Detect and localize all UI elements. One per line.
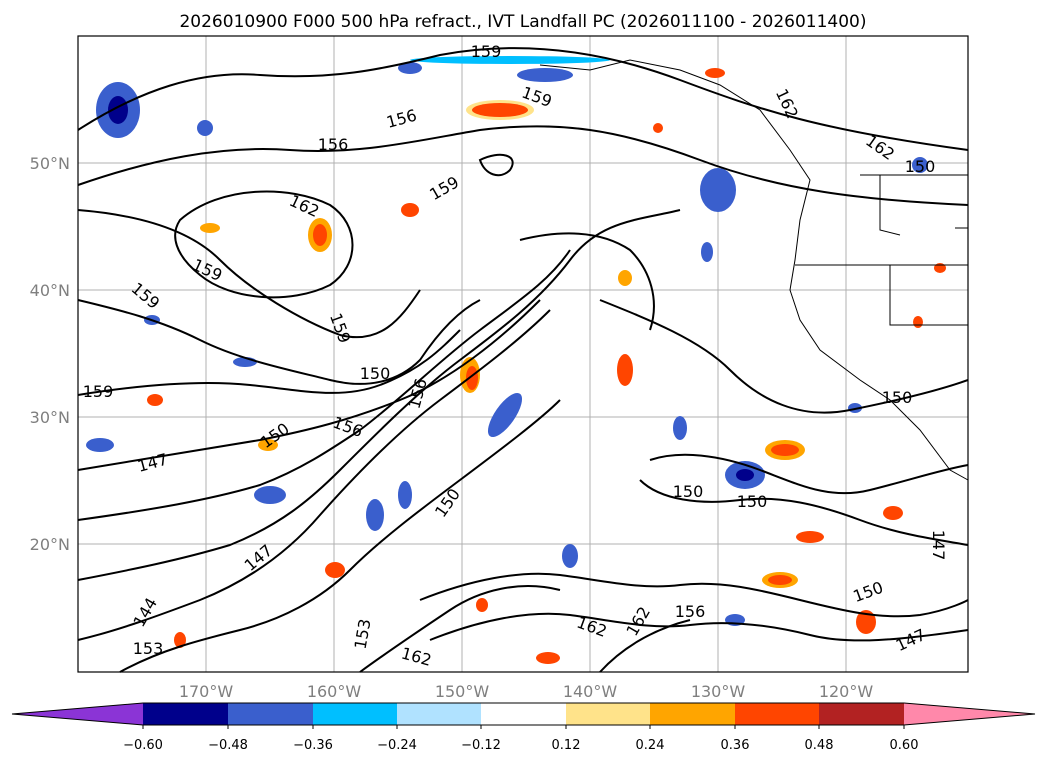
pos-anomaly-blob [856, 610, 876, 634]
latitude-labels: 50°N 40°N 30°N 20°N [30, 154, 70, 554]
pos-anomaly-blob [768, 575, 792, 585]
contour-label: 159 [83, 382, 114, 401]
pos-anomaly-blob [883, 506, 903, 520]
pos-anomaly-blob [325, 562, 345, 578]
pos-anomaly-blob [618, 270, 632, 286]
pos-anomaly-blob [653, 123, 663, 133]
contour-label: 150 [905, 157, 936, 176]
lon-label: 160°W [307, 682, 362, 701]
lon-label: 120°W [819, 682, 874, 701]
neg-anomaly-blob [254, 486, 286, 504]
contour-label: 150 [673, 482, 704, 501]
contour-label: 150 [882, 388, 913, 407]
map-panel: 159 159 156 156 159 162 162 162 159 159 … [77, 35, 969, 673]
lon-label: 170°W [179, 682, 234, 701]
pos-anomaly-blob [771, 444, 799, 456]
neg-anomaly-blob [517, 68, 573, 82]
pos-anomaly-blob [472, 103, 528, 117]
lat-label: 40°N [30, 281, 70, 300]
neg-anomaly-blob [562, 544, 578, 568]
neg-anomaly-blob [912, 157, 928, 173]
pos-anomaly-blob [258, 439, 278, 451]
lat-label: 50°N [30, 154, 70, 173]
pos-anomaly-blob [401, 203, 419, 217]
colorbar-tick-label: −0.12 [461, 738, 501, 753]
colorbar-tick-label: 0.60 [890, 738, 919, 753]
colorbar-extend-high [904, 703, 1035, 725]
neg-anomaly-blob [736, 469, 754, 481]
lat-label: 30°N [30, 408, 70, 427]
colorbar-tick-label: 0.48 [805, 738, 834, 753]
pos-anomaly-blob [536, 652, 560, 664]
coastlines [539, 59, 969, 481]
graticule [78, 36, 968, 672]
pos-anomaly-blob [796, 531, 824, 543]
neg-anomaly-blob [398, 62, 422, 74]
colorbar-segment [397, 703, 481, 725]
map-frame [77, 35, 969, 673]
lat-label: 20°N [30, 535, 70, 554]
neg-anomaly-blob [701, 242, 713, 262]
colorbar-tick-label: −0.60 [123, 738, 163, 753]
colorbar-segment [735, 703, 819, 725]
neg-anomaly-blob [487, 392, 523, 438]
contour-label: 156 [318, 135, 349, 154]
lon-label: 130°W [691, 682, 746, 701]
colorbar: −0.60 −0.48 −0.36 −0.24 −0.12 0.12 0.24 … [11, 702, 1036, 753]
pos-anomaly-blob [617, 354, 633, 386]
neg-anomaly-blob [197, 120, 213, 136]
neg-anomaly-blob [366, 499, 384, 531]
contour-lines [77, 47, 969, 673]
colorbar-segment [819, 703, 904, 725]
neg-anomaly-blob [700, 168, 736, 212]
colorbar-tick-label: 0.12 [552, 738, 581, 753]
colorbar-segment [313, 703, 397, 725]
colorbar-segment [481, 703, 566, 725]
neg-anomaly-blob [673, 416, 687, 440]
colorbar-tick-label: −0.48 [208, 738, 248, 753]
contour-label: 156 [675, 602, 706, 621]
contour-label: 159 [471, 42, 502, 61]
colorbar-segment [650, 703, 735, 725]
colorbar-tick-label: 0.36 [721, 738, 750, 753]
shaded-field [86, 56, 946, 664]
contour-label: 153 [133, 639, 164, 658]
colorbar-tick-label: −0.36 [293, 738, 333, 753]
pos-anomaly-blob [174, 632, 186, 648]
figure-title: 2026010900 F000 500 hPa refract., IVT La… [179, 12, 866, 32]
colorbar-tick-label: −0.24 [377, 738, 417, 753]
colorbar-segment [143, 703, 228, 725]
contour-label: 150 [360, 364, 391, 383]
pos-anomaly-blob [313, 224, 327, 246]
lon-label: 150°W [435, 682, 490, 701]
pos-anomaly-blob [200, 223, 220, 233]
pos-anomaly-blob [466, 366, 478, 390]
colorbar-tick-label: 0.24 [636, 738, 665, 753]
neg-anomaly-blob [108, 96, 128, 124]
longitude-labels: 170°W 160°W 150°W 140°W 130°W 120°W [179, 682, 874, 701]
neg-anomaly-blob [410, 56, 610, 64]
colorbar-extend-low [12, 703, 143, 725]
neg-anomaly-blob [398, 481, 412, 509]
contour-label: 150 [737, 492, 768, 511]
pos-anomaly-blob [913, 316, 923, 328]
contour-label: 147 [929, 530, 948, 561]
lon-label: 140°W [563, 682, 618, 701]
colorbar-segment [228, 703, 313, 725]
pos-anomaly-blob [147, 394, 163, 406]
pos-anomaly-blob [476, 598, 488, 612]
neg-anomaly-blob [86, 438, 114, 452]
pos-anomaly-blob [705, 68, 725, 78]
colorbar-segment [566, 703, 650, 725]
